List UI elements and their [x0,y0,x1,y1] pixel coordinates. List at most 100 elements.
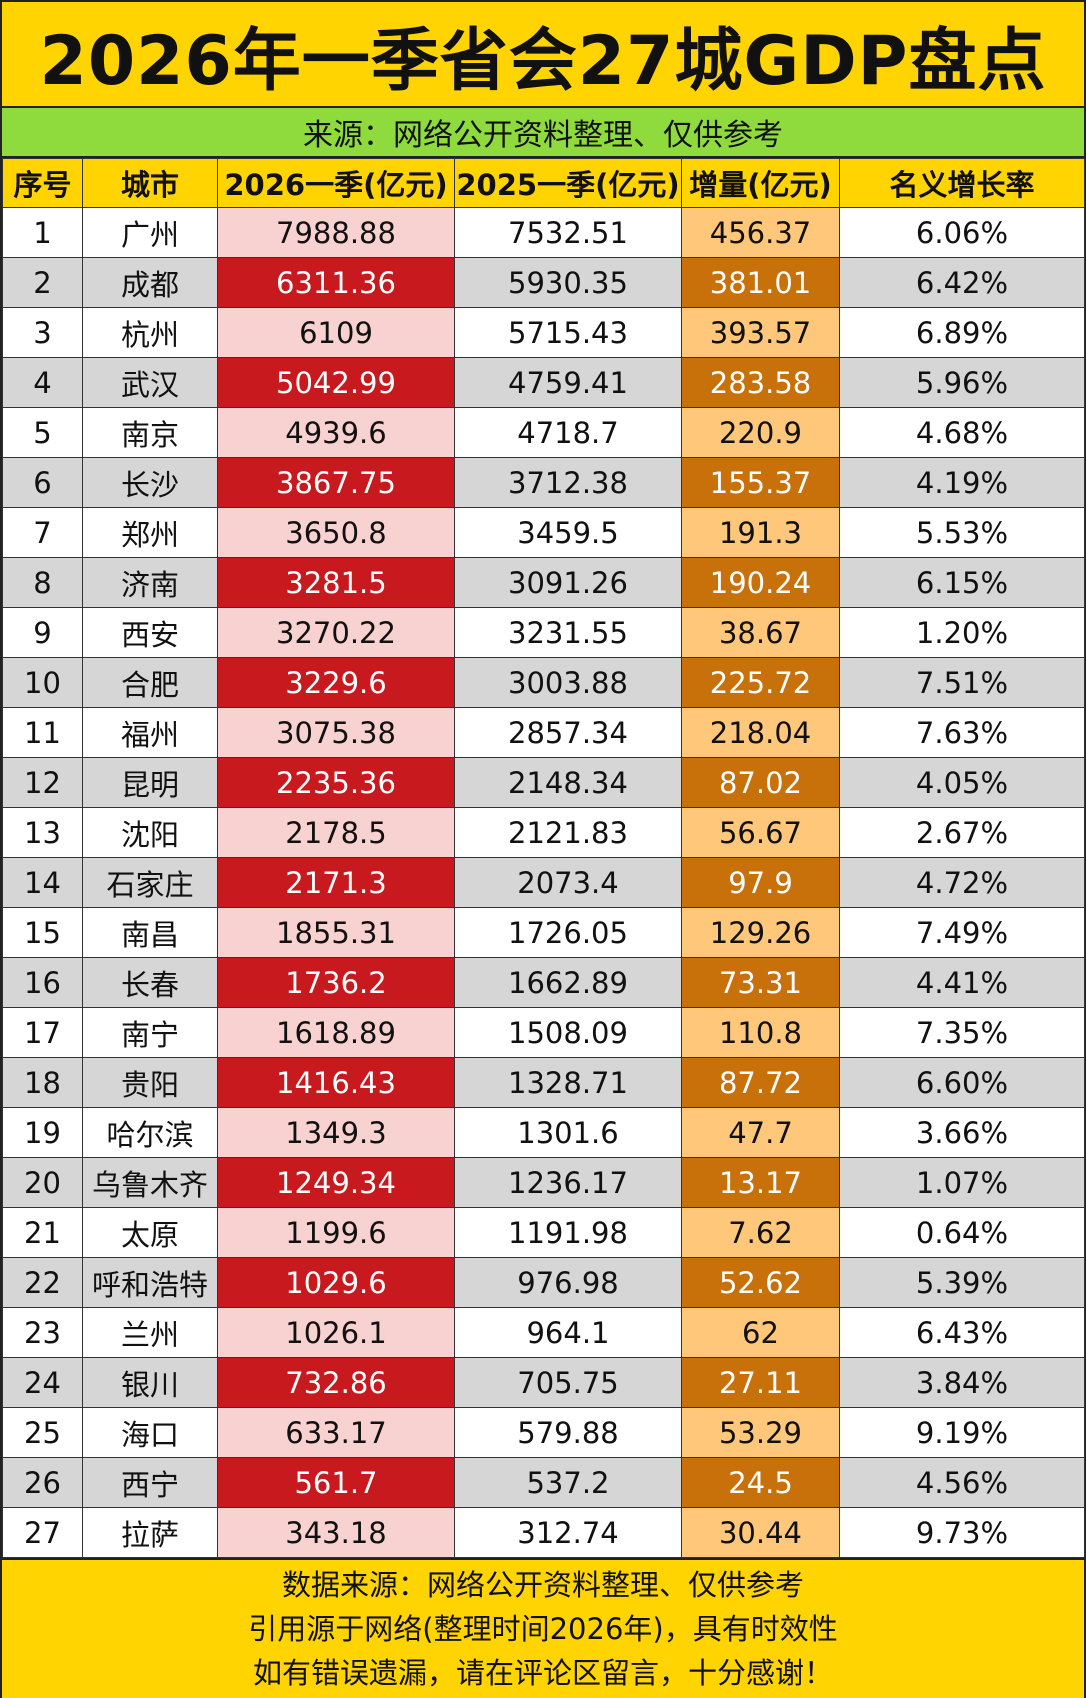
table-row: 11 福州 3075.38 2857.34 218.04 7.63% [2,707,1085,758]
cell-gdp-2026: 1736.2 [217,957,455,1008]
cell-increase: 97.9 [681,857,840,908]
header-increase: 增量(亿元) [681,158,840,208]
table-row: 24 银川 732.86 705.75 27.11 3.84% [2,1357,1085,1408]
cell-increase: 62 [681,1307,840,1358]
cell-increase: 225.72 [681,657,840,708]
cell-growth-rate: 4.68% [839,407,1085,458]
cell-gdp-2026: 4939.6 [217,407,455,458]
cell-gdp-2025: 5930.35 [454,257,682,308]
cell-increase: 7.62 [681,1207,840,1258]
cell-gdp-2026: 6109 [217,307,455,358]
cell-rank: 25 [2,1407,83,1458]
page-title: 2026年一季省会27城GDP盘点 [2,2,1084,108]
cell-rank: 13 [2,807,83,858]
cell-gdp-2026: 3650.8 [217,507,455,558]
cell-rank: 27 [2,1507,83,1558]
cell-rank: 24 [2,1357,83,1408]
cell-growth-rate: 6.89% [839,307,1085,358]
cell-city: 西宁 [82,1457,218,1508]
cell-gdp-2026: 2171.3 [217,857,455,908]
table-row: 6 长沙 3867.75 3712.38 155.37 4.19% [2,457,1085,508]
header-gdp-2025: 2025一季(亿元) [454,158,682,208]
cell-gdp-2026: 3229.6 [217,657,455,708]
cell-gdp-2026: 1249.34 [217,1157,455,1208]
cell-gdp-2026: 2178.5 [217,807,455,858]
cell-increase: 456.37 [681,207,840,258]
cell-gdp-2026: 732.86 [217,1357,455,1408]
cell-increase: 24.5 [681,1457,840,1508]
cell-rank: 4 [2,357,83,408]
cell-gdp-2025: 3231.55 [454,607,682,658]
cell-growth-rate: 7.51% [839,657,1085,708]
cell-gdp-2026: 1026.1 [217,1307,455,1358]
cell-city: 昆明 [82,757,218,808]
cell-increase: 155.37 [681,457,840,508]
table-row: 13 沈阳 2178.5 2121.83 56.67 2.67% [2,807,1085,858]
cell-growth-rate: 5.39% [839,1257,1085,1308]
table-row: 17 南宁 1618.89 1508.09 110.8 7.35% [2,1007,1085,1058]
table-row: 12 昆明 2235.36 2148.34 87.02 4.05% [2,757,1085,808]
cell-gdp-2026: 1349.3 [217,1107,455,1158]
cell-growth-rate: 1.20% [839,607,1085,658]
cell-rank: 16 [2,957,83,1008]
cell-increase: 30.44 [681,1507,840,1558]
table-row: 20 乌鲁木齐 1249.34 1236.17 13.17 1.07% [2,1157,1085,1208]
cell-rank: 12 [2,757,83,808]
cell-rank: 23 [2,1307,83,1358]
cell-gdp-2025: 3091.26 [454,557,682,608]
cell-gdp-2025: 1328.71 [454,1057,682,1108]
table-row: 16 长春 1736.2 1662.89 73.31 4.41% [2,957,1085,1008]
cell-increase: 191.3 [681,507,840,558]
cell-rank: 2 [2,257,83,308]
table-row: 2 成都 6311.36 5930.35 381.01 6.42% [2,257,1085,308]
cell-city: 武汉 [82,357,218,408]
cell-rank: 15 [2,907,83,958]
cell-growth-rate: 5.53% [839,507,1085,558]
table-row: 3 杭州 6109 5715.43 393.57 6.89% [2,307,1085,358]
cell-increase: 47.7 [681,1107,840,1158]
cell-city: 哈尔滨 [82,1107,218,1158]
cell-city: 南京 [82,407,218,458]
cell-gdp-2026: 3270.22 [217,607,455,658]
cell-city: 南宁 [82,1007,218,1058]
cell-gdp-2026: 1618.89 [217,1007,455,1058]
cell-gdp-2025: 705.75 [454,1357,682,1408]
cell-increase: 27.11 [681,1357,840,1408]
table-row: 4 武汉 5042.99 4759.41 283.58 5.96% [2,357,1085,408]
cell-growth-rate: 6.15% [839,557,1085,608]
cell-city: 杭州 [82,307,218,358]
cell-increase: 393.57 [681,307,840,358]
cell-growth-rate: 5.96% [839,357,1085,408]
cell-gdp-2026: 343.18 [217,1507,455,1558]
cell-gdp-2025: 2121.83 [454,807,682,858]
cell-city: 南昌 [82,907,218,958]
cell-rank: 19 [2,1107,83,1158]
cell-increase: 56.67 [681,807,840,858]
cell-increase: 218.04 [681,707,840,758]
cell-rank: 17 [2,1007,83,1058]
cell-gdp-2025: 7532.51 [454,207,682,258]
cell-city: 福州 [82,707,218,758]
cell-gdp-2025: 2148.34 [454,757,682,808]
cell-city: 兰州 [82,1307,218,1358]
cell-increase: 73.31 [681,957,840,1008]
cell-gdp-2026: 633.17 [217,1407,455,1458]
cell-city: 西安 [82,607,218,658]
table-row: 25 海口 633.17 579.88 53.29 9.19% [2,1407,1085,1458]
cell-gdp-2025: 2073.4 [454,857,682,908]
cell-increase: 283.58 [681,357,840,408]
cell-rank: 20 [2,1157,83,1208]
cell-growth-rate: 6.42% [839,257,1085,308]
table-body: 1 广州 7988.88 7532.51 456.37 6.06% 2 成都 6311.36 59… [2,207,1085,1558]
table-row: 10 合肥 3229.6 3003.88 225.72 7.51% [2,657,1085,708]
cell-gdp-2026: 1416.43 [217,1057,455,1108]
cell-rank: 11 [2,707,83,758]
table-row: 18 贵阳 1416.43 1328.71 87.72 6.60% [2,1057,1085,1108]
cell-gdp-2025: 2857.34 [454,707,682,758]
cell-gdp-2025: 1236.17 [454,1157,682,1208]
header-rank: 序号 [2,158,83,208]
cell-growth-rate: 7.63% [839,707,1085,758]
cell-rank: 9 [2,607,83,658]
footer-notes: 数据来源：网络公开资料整理、仅供参考 引用源于网络(整理时间2026年)，具有时… [2,1558,1084,1698]
